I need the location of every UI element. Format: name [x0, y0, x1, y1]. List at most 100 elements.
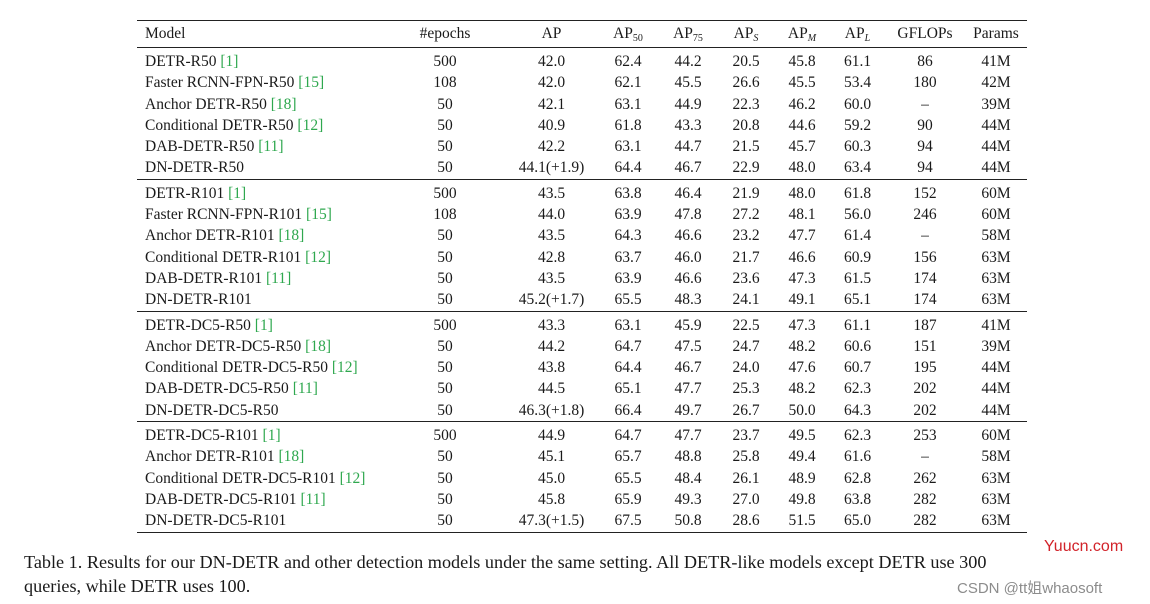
- table-row: Conditional DETR-R101 [12] 50 42.8 63.7 46.0…: [137, 247, 1027, 268]
- citation-link[interactable]: [18]: [278, 227, 305, 245]
- model-name: DETR-R50: [145, 53, 221, 70]
- cell-aps: 22.9: [732, 159, 760, 177]
- header-aps-sub: S: [753, 33, 759, 45]
- cell-ap: 40.9: [537, 116, 566, 134]
- cell-epochs: 500: [433, 184, 457, 202]
- cell-apm: 45.5: [788, 74, 816, 92]
- cell-model: DAB-DETR-DC5-R50 [11]: [137, 378, 385, 399]
- cell-apm: 49.5: [788, 427, 816, 445]
- cell-ap75: 46.6: [674, 269, 702, 287]
- header-apl-base: AP: [844, 25, 865, 43]
- cell-model: Anchor DETR-R50 [18]: [137, 94, 385, 115]
- cell-gflops: –: [921, 95, 929, 113]
- citation-link[interactable]: [1]: [228, 184, 247, 202]
- cell-ap75: 48.8: [674, 448, 702, 466]
- header-gflops: GFLOPs: [897, 25, 953, 43]
- header-apm-sub: M: [807, 33, 817, 45]
- cell-params: 44M: [981, 138, 1011, 156]
- citation-link[interactable]: [15]: [298, 74, 325, 92]
- header-model: Model: [145, 25, 186, 43]
- cell-model: Anchor DETR-R101 [18]: [137, 446, 385, 467]
- cell-apl: 65.0: [843, 512, 872, 530]
- cell-gflops: 282: [913, 512, 937, 530]
- cell-aps: 22.5: [732, 316, 760, 334]
- cell-model: Anchor DETR-R101 [18]: [137, 225, 385, 246]
- cell-ap50: 64.7: [614, 337, 642, 355]
- cell-params: 58M: [981, 227, 1011, 245]
- cell-ap75: 45.5: [674, 74, 702, 92]
- cell-ap: 42.1: [537, 95, 566, 113]
- citation-link[interactable]: [15]: [306, 206, 332, 224]
- cell-ap50: 67.5: [614, 512, 642, 530]
- cell-apl: 59.2: [843, 116, 872, 134]
- cell-params: 63M: [981, 512, 1011, 530]
- table-row: DETR-R101 [1] 500 43.5 63.8 46.4 21.9 48.0 61.8…: [137, 179, 1027, 204]
- cell-aps: 28.6: [732, 512, 760, 530]
- citation-link[interactable]: [11]: [258, 138, 284, 156]
- cell-ap50: 63.1: [614, 95, 642, 113]
- cell-ap50: 65.7: [614, 448, 642, 466]
- citation-link[interactable]: [18]: [278, 448, 305, 466]
- cell-aps: 20.8: [732, 116, 760, 134]
- cell-ap50: 63.9: [614, 269, 642, 287]
- cell-params: 44M: [981, 401, 1011, 419]
- citation-link[interactable]: [11]: [300, 490, 326, 508]
- cell-model: DN-DETR-DC5-R101: [137, 510, 385, 532]
- model-name: DETR-R101: [145, 184, 229, 202]
- cell-epochs: 50: [437, 359, 453, 377]
- citation-link[interactable]: [1]: [254, 316, 273, 334]
- cell-params: 60M: [981, 427, 1011, 445]
- citation-link[interactable]: [18]: [305, 337, 331, 355]
- cell-epochs: 50: [437, 512, 453, 530]
- cell-params: 63M: [981, 490, 1011, 508]
- header-ap: AP: [541, 25, 562, 43]
- cell-aps: 27.2: [732, 206, 760, 224]
- cell-ap50: 65.5: [614, 469, 642, 487]
- watermark-csdn: CSDN @tt姐whaosoft: [957, 580, 1103, 597]
- cell-ap75: 46.4: [674, 184, 702, 202]
- cell-ap: 44.1(+1.9): [518, 159, 585, 177]
- citation-link[interactable]: [12]: [305, 248, 331, 266]
- cell-ap75: 44.2: [674, 53, 702, 70]
- model-name: DN-DETR-DC5-R101: [145, 512, 287, 530]
- citation-link[interactable]: [1]: [220, 53, 239, 70]
- cell-apm: 44.6: [788, 116, 816, 134]
- cell-epochs: 50: [437, 269, 453, 287]
- model-name: DAB-DETR-DC5-R50: [145, 380, 293, 398]
- model-name: DN-DETR-R50: [145, 159, 245, 177]
- cell-ap75: 43.3: [674, 116, 702, 134]
- citation-link[interactable]: [12]: [339, 469, 366, 487]
- cell-ap: 47.3(+1.5): [518, 512, 585, 530]
- cell-ap75: 48.4: [674, 469, 702, 487]
- cell-epochs: 50: [437, 248, 453, 266]
- header-epochs: #epochs: [419, 25, 471, 43]
- cell-gflops: 187: [913, 316, 937, 334]
- citation-link[interactable]: [1]: [262, 427, 281, 445]
- cell-gflops: 94: [917, 159, 933, 177]
- cell-params: 63M: [981, 269, 1011, 287]
- cell-ap75: 47.7: [674, 380, 702, 398]
- table-row: Faster RCNN-FPN-R101 [15] 108 44.0 63.9 47.8…: [137, 204, 1027, 225]
- cell-gflops: 174: [913, 269, 937, 287]
- citation-link[interactable]: [11]: [265, 269, 292, 287]
- cell-apm: 47.6: [788, 359, 816, 377]
- cell-params: 44M: [981, 380, 1011, 398]
- cell-epochs: 50: [437, 380, 453, 398]
- cell-params: 39M: [981, 337, 1011, 355]
- cell-model: Conditional DETR-R50 [12]: [137, 115, 385, 136]
- model-name: Anchor DETR-DC5-R50: [145, 337, 306, 355]
- cell-ap50: 61.8: [614, 116, 642, 134]
- citation-link[interactable]: [11]: [292, 380, 318, 398]
- header-ap50-base: AP: [613, 25, 633, 43]
- cell-gflops: –: [921, 448, 929, 466]
- cell-ap50: 63.7: [614, 248, 642, 266]
- cell-apm: 48.1: [788, 206, 816, 224]
- header-apl: APL: [830, 21, 885, 48]
- citation-link[interactable]: [18]: [270, 95, 297, 113]
- cell-apm: 50.0: [788, 401, 816, 419]
- cell-gflops: 202: [913, 401, 937, 419]
- citation-link[interactable]: [12]: [331, 359, 358, 377]
- cell-apl: 56.0: [843, 206, 872, 224]
- cell-ap75: 44.7: [674, 138, 702, 156]
- citation-link[interactable]: [12]: [297, 116, 324, 134]
